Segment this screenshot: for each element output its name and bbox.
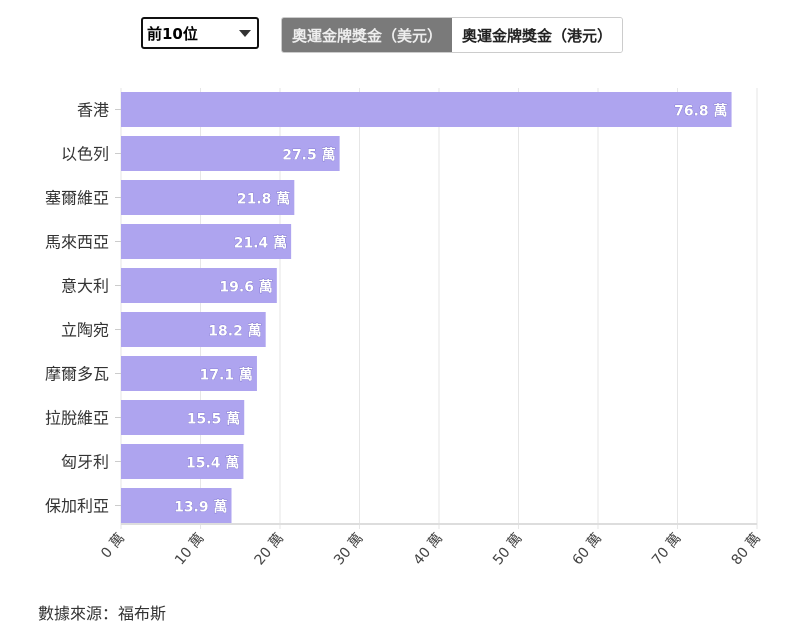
data-label: 76.8 萬 <box>674 103 727 120</box>
bar <box>121 400 245 435</box>
data-label: 15.4 萬 <box>186 455 239 472</box>
data-label: 21.4 萬 <box>234 235 287 252</box>
rank-select-value: 前10位 <box>147 24 198 43</box>
category-label: 保加利亞 <box>45 497 109 516</box>
toggle-usd-button[interactable]: 奧運金牌獎金（美元） <box>282 18 453 52</box>
category-label: 以色列 <box>61 145 109 164</box>
bar <box>121 180 295 215</box>
category-label: 摩爾多瓦 <box>45 365 109 384</box>
bar <box>121 268 277 303</box>
data-label: 15.5 萬 <box>187 411 240 428</box>
data-label: 21.8 萬 <box>237 191 290 208</box>
bar <box>121 488 232 523</box>
bar <box>121 444 244 479</box>
rank-select[interactable]: 前10位 <box>141 17 259 49</box>
source-note: 數據來源：福布斯 <box>38 604 167 623</box>
category-label: 意大利 <box>61 277 109 296</box>
category-label: 立陶宛 <box>61 321 109 340</box>
x-tick-label: 40 萬 <box>410 530 446 568</box>
x-tick-label: 50 萬 <box>490 530 526 568</box>
data-label: 17.1 萬 <box>200 367 253 384</box>
toggle-hkd-button[interactable]: 奧運金牌獎金（港元） <box>452 18 623 52</box>
data-label: 27.5 萬 <box>282 147 335 164</box>
bar <box>121 136 340 171</box>
category-label: 馬來西亞 <box>45 233 109 252</box>
data-label: 19.6 萬 <box>219 279 272 296</box>
category-label: 匈牙利 <box>61 453 109 472</box>
x-tick-label: 0 萬 <box>98 530 128 561</box>
x-tick-label: 70 萬 <box>649 530 685 568</box>
category-label: 塞爾維亞 <box>45 189 109 208</box>
category-label: 拉脫維亞 <box>45 409 109 428</box>
x-tick-label: 30 萬 <box>331 530 367 568</box>
x-tick-label: 60 萬 <box>569 530 605 568</box>
bar <box>121 224 292 259</box>
x-tick-label: 80 萬 <box>728 530 764 568</box>
data-label: 13.9 萬 <box>174 499 227 516</box>
data-label: 18.2 萬 <box>208 323 261 340</box>
category-label: 香港 <box>77 101 109 120</box>
x-tick-label: 10 萬 <box>172 530 208 568</box>
bar <box>121 356 257 391</box>
x-tick-label: 20 萬 <box>251 530 287 568</box>
currency-toggle: 奧運金牌獎金（美元） 奧運金牌獎金（港元） <box>281 17 624 53</box>
bar <box>121 312 266 347</box>
bar-chart: 0 萬 10 萬 20 萬 30 萬 40 萬 50 萬 60 萬 70 萬 80 萬 香港 76.… <box>45 88 764 568</box>
chevron-down-icon <box>239 30 251 37</box>
bar <box>121 92 732 127</box>
